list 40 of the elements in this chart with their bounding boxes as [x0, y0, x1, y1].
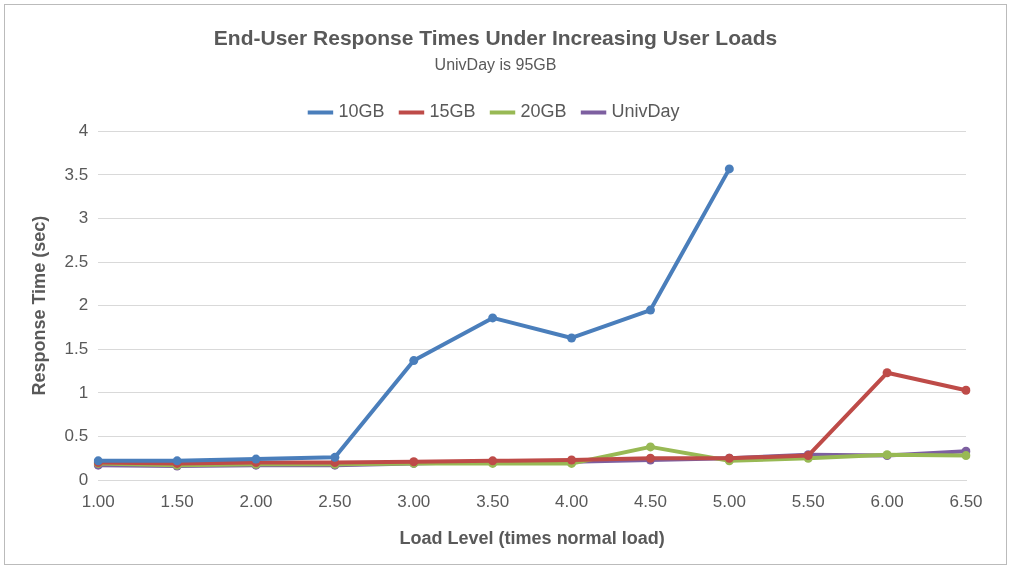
- y-tick-label: 2: [78, 295, 89, 315]
- y-tick-label: 1: [78, 382, 89, 402]
- chart-title: End-User Response Times Under Increasing User Loads: [213, 26, 778, 50]
- x-axis-title: Load Level (times normal load): [399, 528, 665, 549]
- legend-label: UnivDay: [611, 101, 680, 122]
- x-tick-label: 6.50: [949, 491, 983, 511]
- legend-label: 20GB: [520, 101, 567, 122]
- point: [251, 454, 261, 464]
- point: [567, 333, 577, 343]
- chart-subtitle: UnivDay is 95GB: [434, 56, 557, 74]
- x-tick-label: 5.00: [712, 491, 746, 511]
- x-tick-label: 2.50: [318, 491, 352, 511]
- y-tick-label: 0: [78, 469, 89, 489]
- legend-label: 15GB: [429, 101, 476, 122]
- point: [961, 451, 971, 461]
- y-tick-label: 2.5: [64, 251, 89, 271]
- x-tick-label: 5.50: [791, 491, 825, 511]
- point: [961, 385, 971, 395]
- x-tick-label: 3.00: [397, 491, 431, 511]
- y-tick-label: 4: [78, 121, 89, 141]
- legend-label: 10GB: [338, 101, 385, 122]
- point: [645, 442, 655, 452]
- x-tick-label: 4.50: [633, 491, 667, 511]
- point: [330, 452, 340, 462]
- point: [724, 164, 734, 174]
- x-tick-label: 1.00: [81, 491, 115, 511]
- y-tick-label: 0.5: [64, 426, 89, 446]
- point: [882, 368, 892, 378]
- x-tick-label: 3.50: [476, 491, 510, 511]
- y-tick-label: 3.5: [64, 164, 89, 184]
- y-tick-label: 1.5: [64, 338, 89, 358]
- x-tick-label: 2.00: [239, 491, 273, 511]
- y-tick-label: 3: [78, 208, 89, 228]
- x-tick-label: 1.50: [160, 491, 194, 511]
- point: [645, 305, 655, 315]
- y-axis-title: Response Time (sec): [28, 215, 49, 396]
- x-tick-label: 6.00: [870, 491, 904, 511]
- point: [409, 356, 419, 366]
- x-tick-label: 4.00: [555, 491, 589, 511]
- point: [488, 313, 498, 323]
